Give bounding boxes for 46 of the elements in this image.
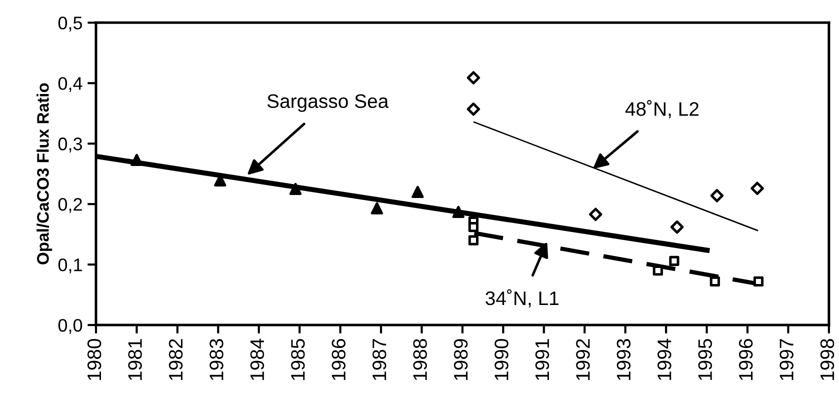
x-tick-label: 1981 — [128, 339, 142, 380]
point — [452, 206, 464, 218]
x-tick-label: 1997 — [780, 339, 794, 380]
x-tick-label: 1988 — [413, 339, 427, 380]
point — [412, 186, 424, 198]
x-tick-label: 1993 — [616, 339, 631, 380]
x-tick-label: 1984 — [250, 338, 264, 380]
point — [466, 71, 480, 84]
x-tick-label: 1982 — [168, 339, 183, 380]
y-tick-label: 0,1 — [58, 258, 82, 274]
y-axis-title: Opal/CaCO3 Flux Ratio — [36, 83, 52, 264]
x-tick-label: 1985 — [291, 339, 305, 380]
x-tick-label: 1995 — [698, 339, 712, 380]
x-tick-label: 1987 — [372, 339, 386, 380]
y-tick-label: 0,3 — [58, 138, 82, 152]
y-tick-label: 0,5 — [58, 16, 82, 32]
x-tick-label: 1992 — [576, 339, 590, 380]
x-tick-label: 1980 — [87, 338, 102, 380]
point — [652, 266, 663, 276]
x-tick-label: 1991 — [535, 339, 550, 380]
point — [130, 154, 143, 166]
annotation: 48˚N, L2 — [625, 100, 699, 118]
point — [468, 222, 479, 232]
point — [289, 182, 302, 196]
point — [750, 182, 764, 195]
x-tick-label: 1998 — [820, 339, 834, 380]
y-tick-label: 0,4 — [58, 77, 82, 92]
point — [370, 202, 384, 214]
annotation: 34˚N, L1 — [486, 289, 558, 308]
x-tick-label: 1989 — [454, 339, 468, 380]
annotation: Sargasso Sea — [267, 94, 389, 112]
x-tick-label: 1990 — [494, 338, 508, 380]
point — [468, 235, 479, 246]
y-tick-label: 0,0 — [58, 318, 82, 334]
x-tick-label: 1983 — [210, 339, 224, 380]
point — [670, 220, 684, 234]
x-tick-label: 1994 — [658, 338, 672, 380]
point — [710, 276, 720, 287]
point — [588, 208, 602, 221]
point — [669, 256, 680, 266]
y-tick-label: 0,2 — [58, 198, 82, 213]
point — [710, 188, 724, 202]
point — [466, 102, 480, 116]
point — [753, 276, 764, 287]
x-tick-label: 1986 — [332, 339, 346, 380]
x-tick-label: 1996 — [738, 339, 753, 380]
